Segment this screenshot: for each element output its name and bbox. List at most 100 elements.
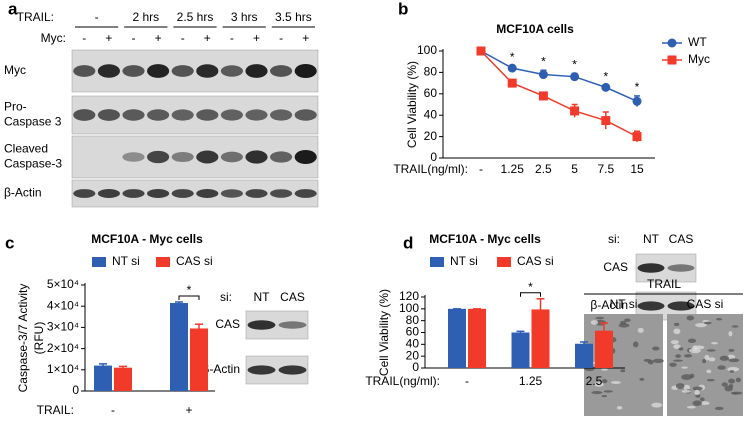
significance: *: [187, 283, 192, 297]
marker: [538, 70, 548, 80]
significance-bracket: [520, 292, 541, 297]
blot-row-label: β-Actin: [202, 362, 240, 376]
chart-title: MCF10A - Myc cells: [91, 232, 203, 246]
myc-label: Myc:: [41, 31, 66, 45]
micrograph-label: NT si: [610, 297, 638, 311]
cell: [678, 347, 684, 351]
blot-band: [147, 64, 170, 78]
blot-band: [97, 64, 120, 78]
y-tick-label: 40: [424, 107, 438, 121]
cell: [719, 355, 730, 361]
error-bar: [119, 365, 127, 369]
legend-swatch: [430, 257, 444, 267]
blot-row-label: CAS: [215, 317, 240, 331]
myc-lane-label: +: [105, 31, 112, 45]
chart-title: MCF10A - Myc cells: [429, 232, 541, 246]
cell: [601, 368, 608, 371]
cell: [695, 394, 701, 398]
y-tick-label: 40: [406, 337, 420, 351]
blot-band: [196, 150, 219, 164]
chart-title: MCF10A cells: [496, 22, 574, 36]
cell: [721, 382, 728, 387]
cell: [728, 378, 735, 384]
y-axis-label: (RFU): [32, 322, 46, 355]
significance: *: [541, 54, 546, 68]
blot-band: [270, 151, 293, 163]
cell: [681, 374, 693, 380]
cell: [591, 391, 603, 395]
lane-label: CAS: [669, 232, 694, 246]
blot-row-label: CAS: [603, 260, 628, 274]
blot-band: [147, 189, 170, 198]
blot-band: [247, 365, 276, 375]
marker: [632, 96, 642, 106]
y-tick-label: 80: [424, 65, 438, 79]
blot-band: [278, 365, 307, 375]
cell: [616, 405, 623, 410]
cell: [728, 331, 733, 337]
cell: [706, 369, 712, 374]
cell: [620, 369, 626, 373]
panel-letter: d: [403, 233, 413, 252]
cell: [681, 389, 692, 393]
blot-band: [171, 189, 194, 198]
blot-band: [637, 263, 665, 273]
line: [480, 50, 638, 102]
marker: [507, 78, 517, 88]
y-tick-label: 3×10⁴: [47, 320, 79, 334]
blot-band: [122, 152, 145, 162]
significance: *: [510, 50, 515, 64]
bar: [170, 303, 188, 391]
y-tick-label: 20: [424, 129, 438, 143]
blot-band: [667, 301, 695, 311]
blot-band: [294, 64, 317, 78]
significance: *: [635, 80, 640, 94]
cell: [727, 366, 740, 372]
cell: [704, 354, 710, 361]
blot-band: [97, 109, 120, 121]
blot-band: [294, 189, 317, 198]
cell: [711, 342, 718, 345]
marker: [476, 46, 486, 56]
significance-bracket: [178, 295, 200, 300]
cell: [643, 358, 652, 362]
cell: [639, 377, 645, 381]
trail-group-label: 3.5 hrs: [275, 10, 312, 24]
myc-lane-label: -: [279, 31, 283, 45]
marker: [570, 72, 580, 82]
marker: [601, 116, 611, 126]
x-tick-label: 7.5: [597, 162, 614, 176]
error-bar: [99, 363, 107, 368]
y-tick-label: 4×10⁴: [47, 298, 79, 312]
panel-letter: b: [398, 0, 408, 18]
x-axis-label: TRAIL(ng/ml):: [393, 162, 468, 176]
x-axis-label: TRAIL(ng/ml):: [365, 374, 440, 388]
blot-band: [270, 189, 293, 198]
cell: [694, 389, 700, 395]
legend-swatch: [497, 257, 511, 267]
myc-lane-label: -: [181, 31, 185, 45]
cell: [683, 384, 691, 391]
lane-label: NT: [254, 290, 271, 304]
blot-band: [245, 64, 268, 78]
blot-band: [122, 189, 145, 198]
cell: [601, 394, 607, 398]
x-tick-label: -: [465, 374, 469, 388]
cell: [699, 397, 705, 402]
cell: [714, 406, 724, 411]
bar: [468, 308, 486, 368]
legend-label: CAS si: [176, 254, 213, 268]
blot-band: [294, 150, 317, 164]
cell: [590, 320, 599, 325]
y-tick-label: 0: [72, 383, 79, 397]
cell: [669, 362, 677, 367]
bar: [114, 367, 132, 391]
cell: [692, 386, 703, 391]
cell: [730, 391, 743, 395]
blot-row-label: β-Actin: [4, 186, 42, 200]
cell: [675, 354, 682, 358]
blot-band: [122, 109, 145, 121]
cell: [689, 347, 701, 354]
blot-band: [196, 109, 219, 121]
marker: [507, 63, 517, 73]
